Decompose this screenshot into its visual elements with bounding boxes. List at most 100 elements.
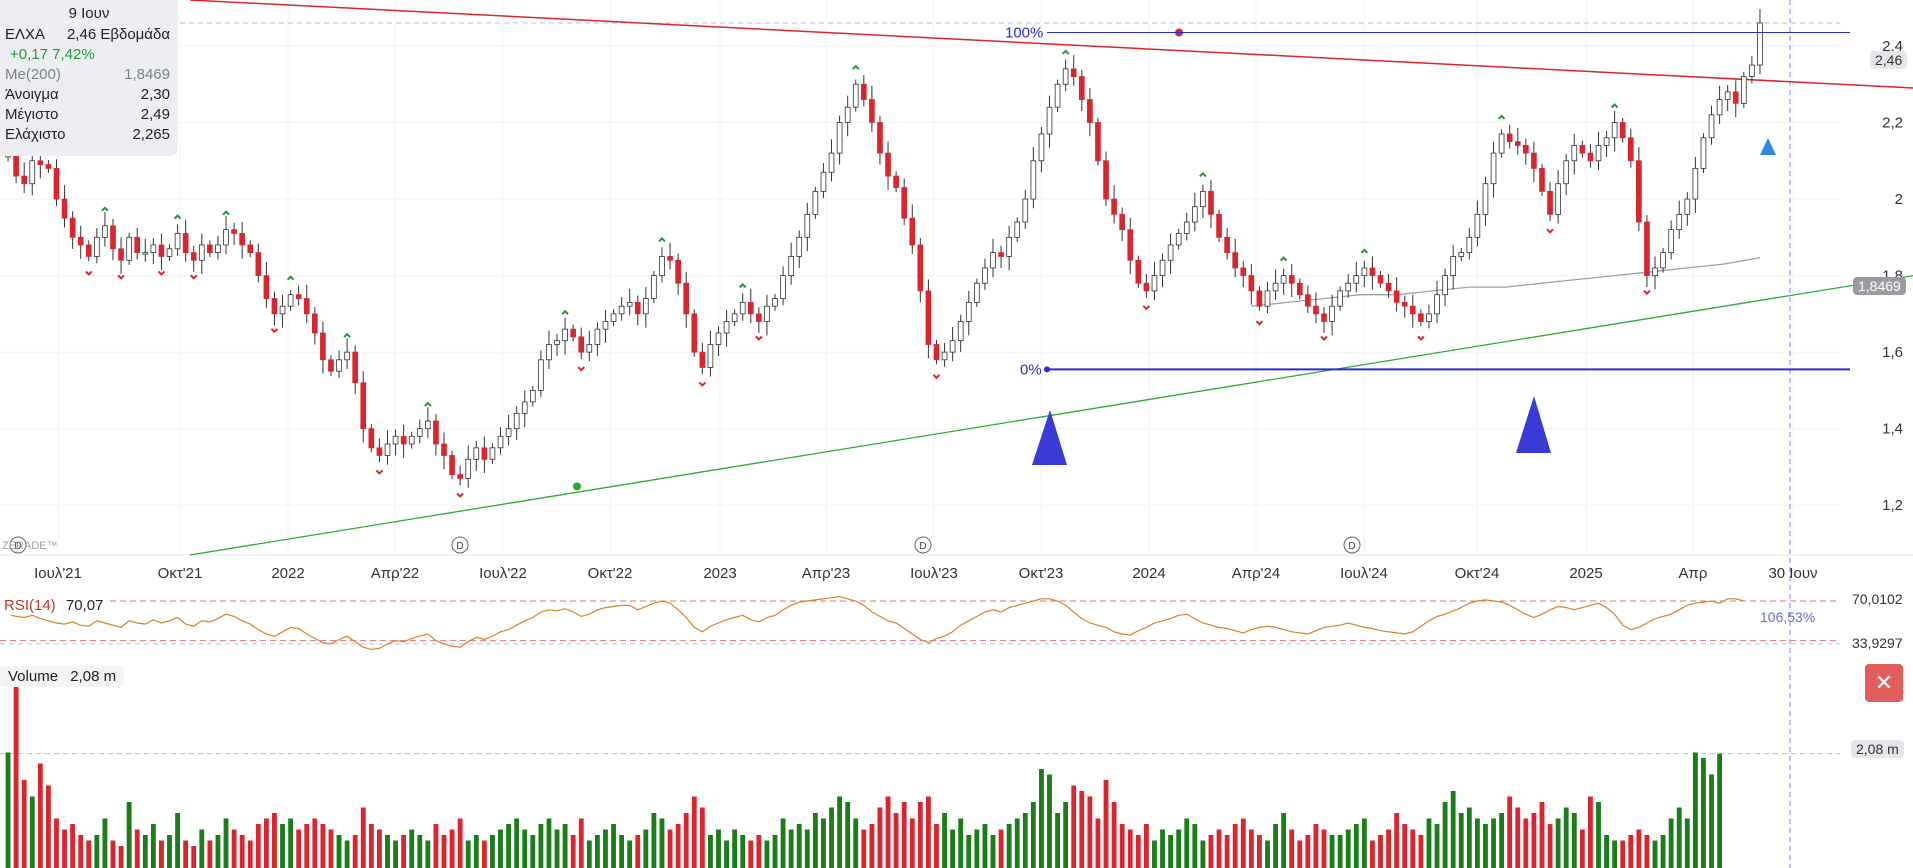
candle-body-117	[949, 340, 956, 353]
volume-bar-128	[1039, 769, 1044, 868]
candle-body-19	[158, 244, 165, 257]
volume-bar-4	[37, 763, 43, 868]
candle-body-80	[651, 275, 657, 299]
candle-body-106	[860, 83, 867, 100]
candle-body-51	[416, 428, 423, 437]
event-badge-1	[451, 536, 469, 554]
volume-bar-49	[401, 835, 407, 868]
candle-body-198	[1603, 137, 1610, 146]
volume-bar-77	[627, 840, 633, 868]
support-touch-point	[573, 482, 581, 491]
x-tick-label-11: Απρ'24	[1232, 565, 1280, 582]
volume-bar-95	[772, 835, 778, 868]
volume-bar-33	[272, 813, 277, 868]
candle-body-121	[982, 267, 988, 284]
x-tick-label-13: Οκτ'24	[1455, 565, 1500, 582]
peak-marker-185	[1497, 114, 1506, 120]
volume-bar-82	[667, 829, 673, 868]
candle-body-104	[844, 106, 851, 123]
candle-body-8	[69, 217, 76, 238]
trough-marker-93	[755, 335, 763, 341]
candle-body-199	[1611, 122, 1618, 139]
x-tick-label-10: 2024	[1132, 565, 1165, 582]
volume-bar-44	[360, 807, 366, 868]
volume-bar-137	[1111, 802, 1117, 868]
candle-body-9	[77, 236, 84, 246]
volume-bar-43	[352, 835, 358, 868]
candle-body-27	[223, 229, 229, 246]
candle-body-22	[182, 233, 189, 254]
volume-bar-41	[336, 835, 342, 868]
y-tick-label-6: 1,2	[1882, 497, 1903, 514]
volume-bar-112	[909, 818, 915, 868]
volume-bar-68	[554, 829, 560, 868]
candle-body-196	[1587, 152, 1594, 162]
volume-bar-52	[425, 840, 431, 868]
candle-body-84	[683, 282, 690, 315]
volume-bar-21	[175, 813, 180, 868]
volume-bar-101	[821, 818, 826, 868]
candle-body-70	[570, 328, 576, 338]
candle-body-76	[618, 305, 625, 315]
fib-100-label: 100%	[1005, 25, 1043, 42]
rsi-legend-name: RSI(14)	[4, 597, 56, 614]
y-tick-label-4: 1,6	[1882, 344, 1903, 361]
candle-body-43	[352, 351, 359, 384]
volume-bar-121	[982, 824, 988, 868]
volume-bar-12	[102, 818, 108, 868]
volume-bar-64	[522, 829, 528, 868]
candle-body-204	[1652, 267, 1658, 276]
volume-bar-8	[70, 824, 76, 868]
candle-body-212	[1716, 99, 1723, 116]
candle-body-157	[1272, 282, 1279, 292]
candle-body-35	[287, 294, 294, 307]
volume-bar-130	[1055, 813, 1060, 868]
volume-bar-100	[812, 813, 818, 868]
volume-bar-31	[255, 824, 261, 868]
volume-bar-39	[320, 824, 326, 868]
candle-body-96	[780, 275, 786, 299]
close-volume-panel-button[interactable]: ✕	[1865, 664, 1903, 702]
rsi-legend[interactable]: RSI(14) 70,07	[0, 596, 108, 615]
volume-bar-60	[490, 835, 495, 868]
candle-body-206	[1668, 229, 1674, 254]
volume-bar-51	[417, 835, 423, 868]
volume-bar-113	[917, 802, 923, 868]
candle-body-45	[368, 428, 375, 449]
volume-bar-139	[1127, 829, 1133, 868]
candle-body-195	[1579, 145, 1586, 154]
volume-bar-208	[1684, 818, 1690, 868]
trough-marker-141	[1142, 305, 1151, 311]
volume-bar-182	[1474, 818, 1480, 868]
candle-body-14	[118, 248, 124, 261]
candle-body-175	[1418, 313, 1424, 322]
candle-body-40	[328, 359, 334, 372]
candle-body-56	[457, 474, 463, 479]
volume-bar-3	[29, 796, 35, 868]
moving-average	[1251, 256, 1761, 307]
candle-body-53	[433, 420, 439, 445]
candle-body-170	[1377, 275, 1384, 284]
volume-bar-124	[1006, 824, 1012, 868]
event-badge-text-3: D	[1348, 541, 1355, 552]
candle-body-167	[1353, 275, 1360, 284]
volume-bar-171	[1386, 829, 1392, 868]
candle-body-57	[465, 458, 472, 479]
candle-body-110	[893, 175, 899, 188]
time-axis[interactable]: Ιουλ'21 Οκτ'21 2022 Απρ'22 Ιουλ'22 Οκτ'22 2023…	[34, 565, 1817, 582]
candle-body-74	[602, 321, 609, 330]
x-tick-label-4: Ιουλ'22	[479, 565, 527, 582]
candle-body-7	[61, 198, 68, 219]
volume-bar-136	[1103, 780, 1109, 868]
signal-triangle-3	[1760, 138, 1776, 155]
volume-bar-185	[1499, 813, 1505, 868]
volume-legend[interactable]: Volume 2,08 m	[0, 666, 125, 687]
volume-bar-190	[1539, 802, 1545, 868]
volume-bar-145	[1176, 829, 1182, 868]
rsi-panel	[0, 595, 1840, 651]
volume-bar-20	[167, 835, 172, 868]
close-icon: ✕	[1874, 670, 1894, 695]
candle-body-119	[965, 301, 972, 322]
volume-bar-115	[934, 824, 939, 868]
volume-bar-57	[465, 840, 471, 868]
